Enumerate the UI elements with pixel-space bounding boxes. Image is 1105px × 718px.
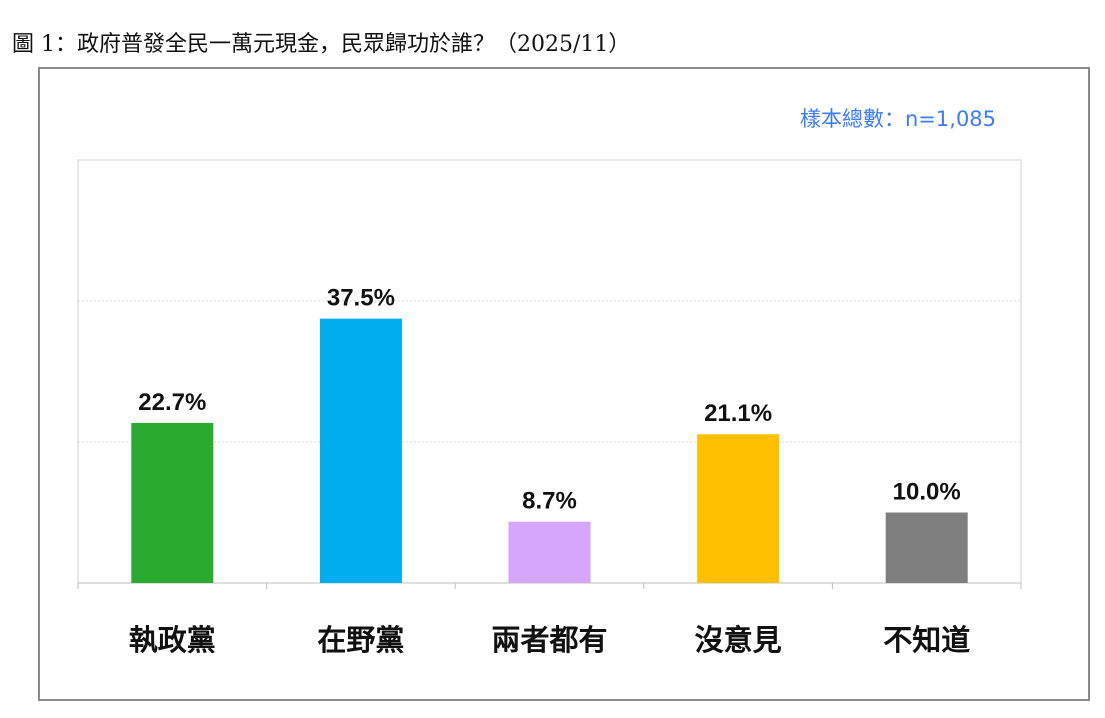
sample-size: 樣本總數：n=1,085 [800, 107, 997, 131]
data-label: 37.5% [327, 285, 395, 312]
bar-1 [131, 422, 214, 583]
data-label: 22.7% [138, 389, 206, 416]
category-label: 不知道 [883, 623, 970, 657]
bar-3 [508, 521, 591, 583]
figure-title: 圖 1：政府普發全民一萬元現金，民眾歸功於誰？（2025/11） [12, 32, 631, 57]
category-label: 沒意見 [695, 623, 782, 657]
data-label: 8.7% [522, 488, 577, 515]
data-label: 10.0% [893, 479, 961, 506]
category-label: 在野黨 [317, 623, 404, 657]
category-label: 執政黨 [129, 623, 216, 657]
bar-2 [319, 318, 402, 583]
chart-frame [38, 67, 1090, 701]
data-label: 21.1% [704, 400, 772, 427]
bar-5 [885, 512, 968, 583]
bar-4 [697, 434, 780, 583]
category-label: 兩者都有 [491, 623, 607, 657]
plot-area [77, 159, 1022, 584]
